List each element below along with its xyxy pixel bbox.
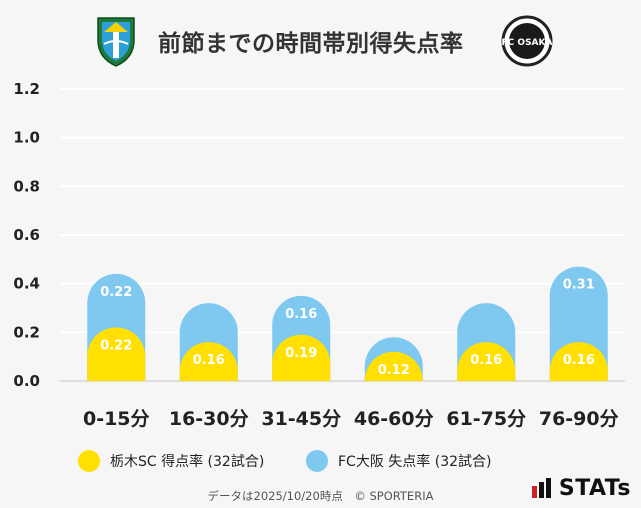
- data-label-yellow: 0.22: [100, 338, 132, 353]
- bar-yellow: [87, 327, 146, 381]
- y-tick-label: 1.2: [13, 80, 40, 98]
- data-labels: 0.22 0.22 0.16 0.19 0.16 0.12 0.16 0.16 0.31: [100, 278, 595, 378]
- grid: [60, 88, 625, 382]
- fc-osaka-logo-text: FC OSAKA: [502, 38, 553, 48]
- data-label-blue: 0.22: [100, 285, 132, 300]
- data-label-yellow: 0.19: [285, 346, 317, 361]
- x-tick-label: 0-15分: [83, 408, 150, 430]
- legend-swatch-blue: [306, 450, 328, 472]
- legend-item-blue: FC大阪 失点率 (32試合): [306, 447, 491, 475]
- y-tick-label: 1.0: [13, 129, 40, 147]
- legend-item-yellow: 栃木SC 得点率 (32試合): [78, 447, 264, 475]
- stats-brand-label: STATs: [558, 475, 631, 501]
- stats-brand: STATs: [531, 475, 631, 501]
- footer-note: データは2025/10/20時点 © SPORTERIA: [207, 489, 434, 503]
- tochigi-sc-logo: [97, 17, 135, 67]
- chart-title: 前節までの時間帯別得失点率: [158, 31, 464, 57]
- bar-yellow: [364, 351, 423, 381]
- bar-yellow: [179, 342, 238, 381]
- data-label-yellow: 0.12: [378, 363, 410, 378]
- y-tick-label: 0.2: [13, 323, 40, 341]
- x-tick-label: 46-60分: [354, 408, 434, 430]
- data-label-blue: 0.31: [563, 278, 595, 293]
- y-axis: 0.0 0.2 0.4 0.6 0.8 1.0 1.2: [13, 80, 40, 390]
- bars: [87, 266, 608, 381]
- data-label-yellow: 0.16: [470, 353, 502, 368]
- x-axis: 0-15分 16-30分 31-45分 46-60分 61-75分 76-90分: [83, 408, 619, 430]
- y-tick-label: 0.4: [13, 275, 40, 293]
- bar-yellow: [272, 334, 331, 381]
- x-tick-label: 61-75分: [446, 408, 526, 430]
- y-tick-label: 0.6: [13, 226, 40, 244]
- legend-swatch-yellow: [78, 450, 100, 472]
- data-label-yellow: 0.16: [193, 353, 225, 368]
- x-tick-label: 16-30分: [169, 408, 249, 430]
- y-tick-label: 0.8: [13, 177, 40, 195]
- stats-logo-icon: [531, 478, 551, 498]
- legend-label-yellow: 栃木SC 得点率 (32試合): [110, 454, 265, 470]
- bar-yellow: [549, 342, 608, 381]
- x-tick-label: 31-45分: [261, 408, 341, 430]
- header: 前節までの時間帯別得失点率 FC OSAKA: [0, 0, 641, 72]
- y-tick-label: 0.0: [13, 372, 40, 390]
- x-tick-label: 76-90分: [539, 408, 619, 430]
- legend-label-blue: FC大阪 失点率 (32試合): [338, 454, 492, 470]
- fc-osaka-logo: FC OSAKA: [501, 15, 553, 67]
- data-label-yellow: 0.16: [563, 353, 595, 368]
- data-label-blue: 0.16: [285, 307, 317, 322]
- chart: 0.22 0.22 0.16 0.19 0.16 0.12 0.16 0.16 0.31 0.0…: [13, 80, 625, 430]
- bar-yellow: [457, 342, 516, 381]
